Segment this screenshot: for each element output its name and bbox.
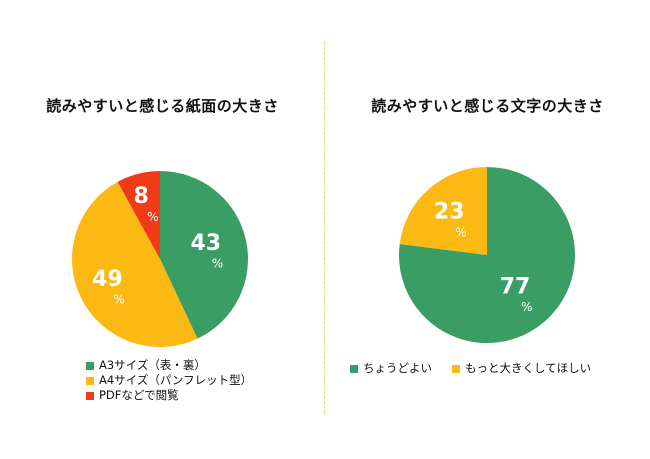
chart-title: 読みやすいと感じる紙面の大きさ [46, 97, 279, 115]
slice-value-label: 77% [500, 274, 533, 314]
slice-value-label: 23% [434, 200, 467, 240]
pie-slice [160, 171, 248, 339]
legend-swatch [452, 364, 460, 373]
slice-unit: % [147, 210, 159, 224]
slice-value-label: 43% [190, 231, 223, 271]
slice-unit: % [212, 257, 224, 271]
legend-label: もっと大きくしてほしい [465, 361, 592, 375]
pie-slice [71, 181, 198, 348]
chart-title: 読みやすいと感じる文字の大きさ [371, 97, 604, 115]
legend-swatch [86, 361, 94, 370]
legend-swatch [86, 391, 94, 400]
legend-swatch [86, 376, 94, 385]
slice-value: 23 [434, 200, 465, 225]
legend-label: PDFなどで閲覧 [99, 388, 179, 402]
legend-label: A4サイズ（パンフレット型） [99, 373, 253, 387]
slice-value-label: 49% [92, 267, 125, 307]
legend-swatch [350, 364, 358, 373]
chart-legend: A3サイズ（表・裏） A4サイズ（パンフレット型） PDFなどで閲覧 [86, 358, 252, 403]
slice-unit: % [455, 226, 467, 240]
pie-slice [117, 171, 160, 259]
pie-chart-text-size: 77%23% [399, 167, 575, 343]
chart-legend: ちょうどよい もっと大きくしてほしい [350, 361, 611, 376]
slice-unit: % [521, 300, 533, 314]
pie-chart-paper-size: 43%49%8% [71, 171, 248, 348]
chart-panel-text-size: 読みやすいと感じる文字の大きさ 77% 23% ちょうどよい もっと大きくしてほしい [325, 0, 650, 459]
legend-item: ちょうどよい [350, 361, 432, 376]
pie-slice [399, 167, 487, 255]
slice-unit: % [113, 293, 125, 307]
legend-item: A3サイズ（表・裏） [86, 358, 252, 373]
slice-value: 8 [133, 184, 148, 209]
panel-divider [324, 42, 325, 414]
slice-value: 77 [500, 274, 531, 299]
legend-item: もっと大きくしてほしい [452, 361, 591, 376]
legend-item: A4サイズ（パンフレット型） [86, 373, 252, 388]
chart-panel-paper-size: 読みやすいと感じる紙面の大きさ 43% 49% 8% A3サイズ（表・裏） A4サイズ… [46, 97, 279, 403]
slice-value: 43 [190, 231, 221, 256]
legend-label: ちょうどよい [363, 361, 432, 375]
legend-label: A3サイズ（表・裏） [99, 358, 206, 372]
slice-value: 49 [92, 267, 123, 292]
slice-value-label: 8% [133, 184, 158, 224]
legend-item: PDFなどで閲覧 [86, 388, 252, 403]
